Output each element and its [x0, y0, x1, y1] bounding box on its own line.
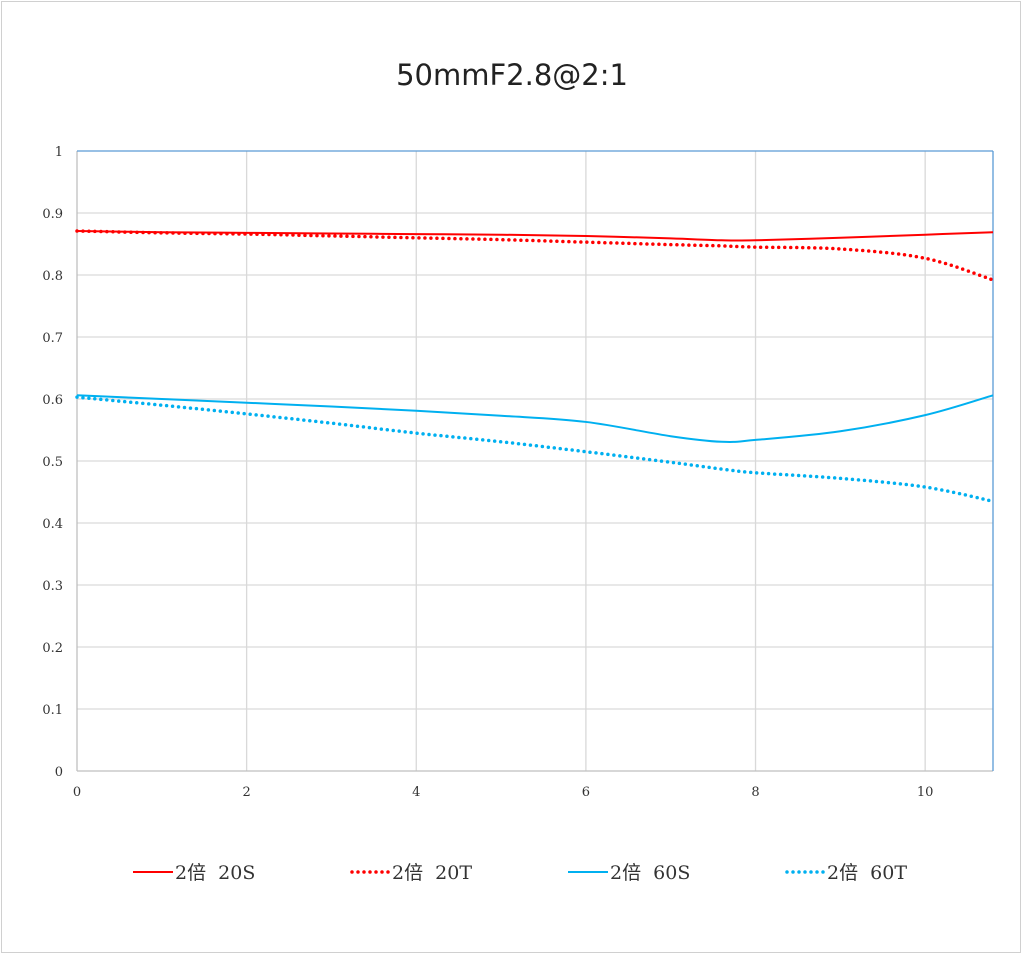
series-line-3 [75, 395, 995, 504]
legend-label: 2倍 60S [610, 862, 690, 884]
y-tick-label: 0.3 [42, 579, 63, 594]
x-tick-label: 10 [917, 785, 934, 800]
series-line-0 [76, 229, 994, 242]
legend-label: 2倍 60T [827, 862, 907, 884]
legend-label: 2倍 20S [175, 862, 255, 884]
x-tick-label: 2 [242, 785, 250, 800]
x-tick-label: 8 [751, 785, 759, 800]
x-tick-label: 0 [73, 785, 81, 800]
series-line-2 [76, 394, 994, 443]
legend-label: 2倍 20T [392, 862, 472, 884]
chart-title: 50mmF2.8@2:1 [396, 58, 628, 92]
y-tick-label: 0.1 [42, 703, 63, 718]
series-line-1 [75, 229, 995, 282]
x-tick-label: 4 [412, 785, 420, 800]
y-tick-label: 0 [55, 765, 63, 780]
y-tick-label: 0.5 [42, 455, 63, 470]
y-tick-label: 0.7 [42, 331, 63, 346]
y-tick-label: 1 [55, 145, 63, 160]
x-tick-label: 6 [582, 785, 590, 800]
y-tick-label: 0.6 [42, 393, 63, 408]
y-tick-label: 0.9 [42, 207, 63, 222]
y-tick-label: 0.2 [42, 641, 63, 656]
y-tick-label: 0.4 [42, 517, 63, 532]
y-tick-label: 0.8 [42, 269, 63, 284]
